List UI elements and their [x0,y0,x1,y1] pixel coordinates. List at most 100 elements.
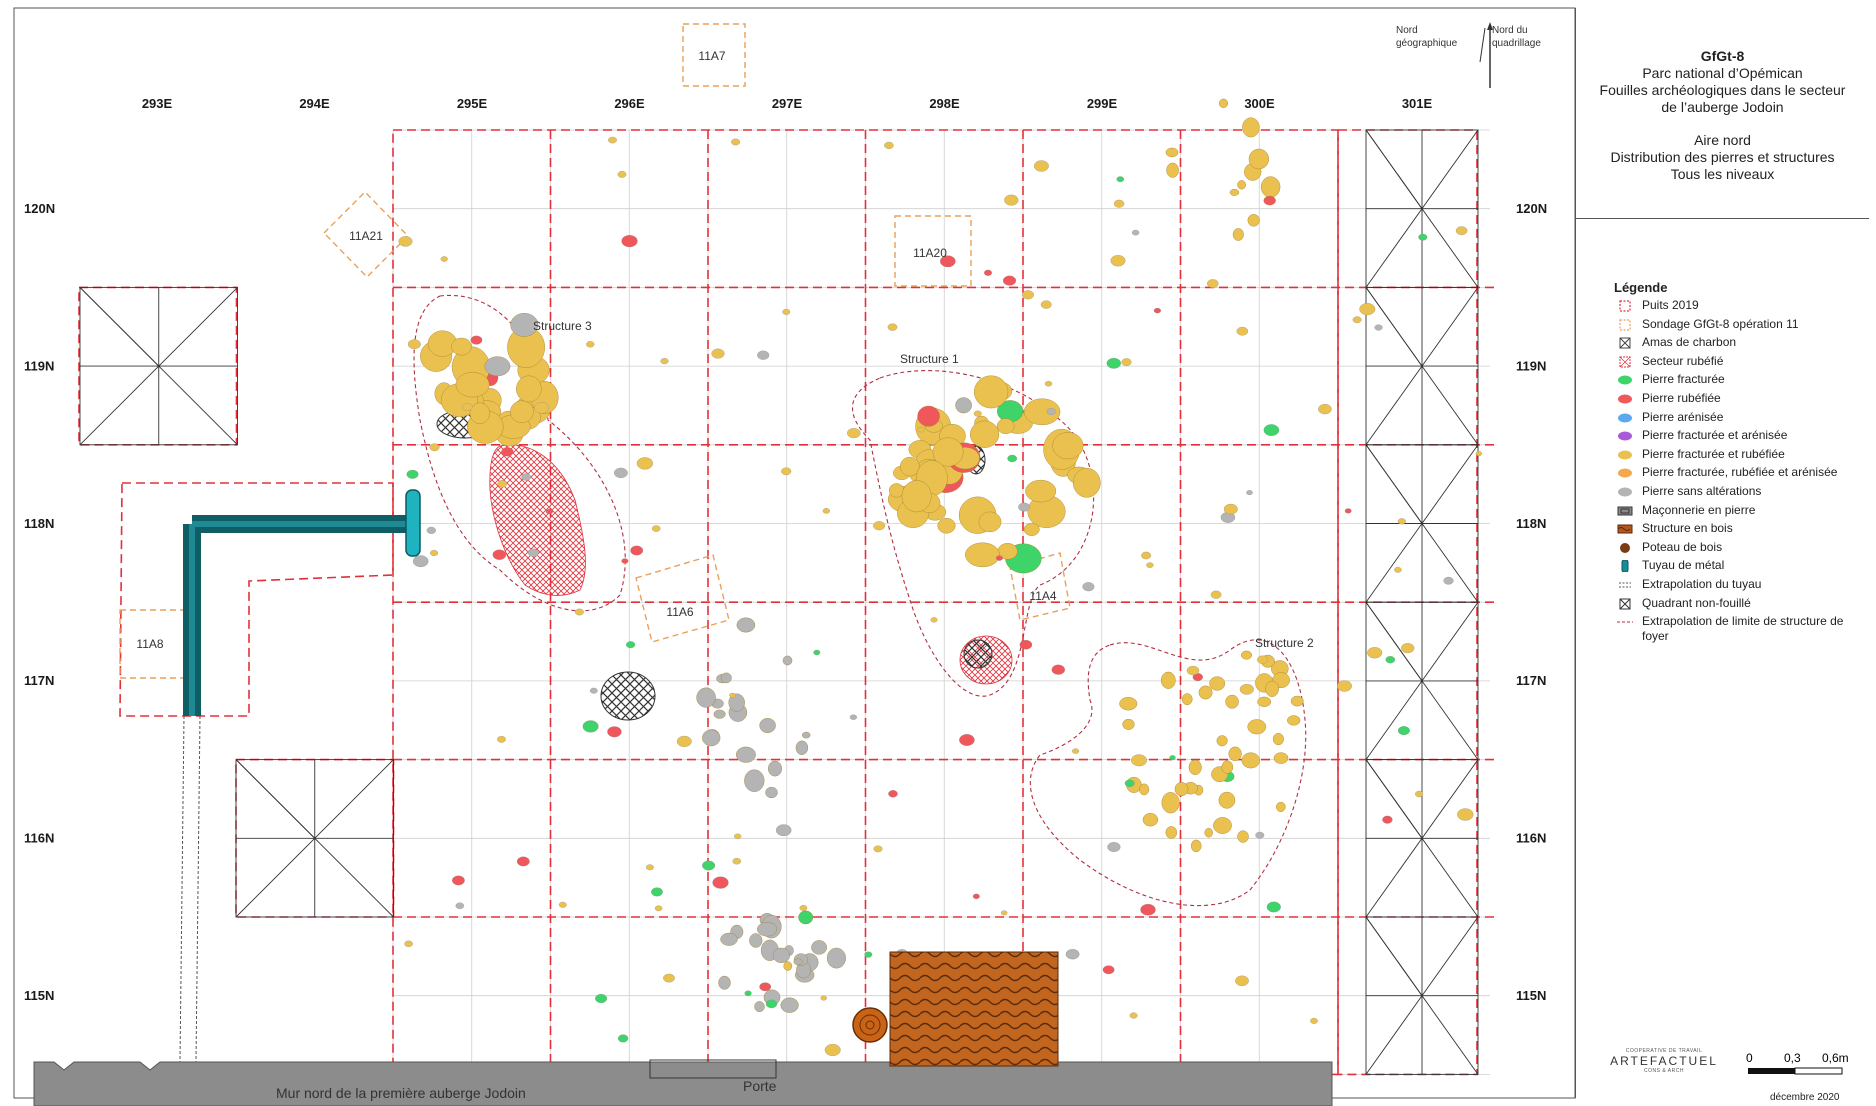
stone [757,350,770,360]
stone [932,437,964,467]
stone [1352,316,1362,324]
stone [959,734,975,746]
legend-item-label: Pierre fracturée et arénisée [1642,428,1788,443]
stone [1052,432,1084,460]
logo-top-text: COOPERATIVE DE TRAVAIL [1625,1048,1703,1054]
stone [749,933,763,948]
east-axis-label: 296E [614,96,645,111]
legend-item: Amas de charbon [1614,335,1864,354]
legend-item: Extrapolation du tuyau [1614,577,1864,596]
stone [1394,566,1402,573]
stone [744,769,765,792]
sondage-label: 11A7 [698,49,725,63]
stone [614,467,628,479]
scale-label-2: 0,6m [1822,1051,1849,1065]
stone [1019,639,1033,650]
stone [1401,643,1415,654]
stone [795,740,809,755]
stone [1113,199,1125,208]
stone [1124,779,1135,788]
stone [1198,685,1213,700]
yellow-stone-icon [1614,447,1636,463]
map-subject: Distribution des pierres et structures [1610,149,1835,165]
legend-item-label: Pierre fracturée [1642,372,1725,387]
stone [1229,188,1240,196]
stone [1359,303,1376,316]
stone [469,402,490,424]
stone [969,420,1000,448]
stone [1247,214,1260,227]
stone [1186,665,1200,676]
svg-text:Nord du quadrillage: Nord du quadrillage [1492,25,1541,49]
metal-pipe-icon [1614,558,1636,574]
stone [1242,117,1260,138]
stone [847,428,861,439]
green-stone-icon [1614,372,1636,388]
stone [1374,324,1383,331]
stone [1455,226,1468,236]
stone [527,548,539,557]
stone [1266,901,1281,913]
stone [900,456,920,477]
orange-stone-icon [1614,465,1636,481]
stone [1228,746,1242,761]
stone [1248,148,1269,170]
stone [1046,408,1056,415]
stone [731,138,741,146]
legend-item: Maçonnerie en pierre [1614,503,1864,522]
stone [492,549,507,560]
stone [965,542,1000,568]
map-levels: Tous les niveaux [1670,166,1775,182]
stone [545,508,553,515]
stone [1207,279,1219,288]
stone [813,649,821,656]
sondage-label: 11A6 [666,605,693,619]
stone [917,405,940,427]
structure-label: Structure 3 [533,319,592,333]
stone [617,1034,629,1043]
metal-pipe [179,489,421,1063]
stone [765,786,778,799]
unexcavated-quadrant-icon [1614,596,1636,612]
east-axis-label: 300E [1244,96,1275,111]
stone [1235,975,1249,987]
stone [1225,694,1239,709]
stone [1165,147,1179,158]
east-axis-label: 294E [299,96,330,111]
grey-stone-icon [1614,484,1636,500]
stone [1443,576,1454,585]
east-axis-label: 293E [142,96,173,111]
charcoal-center [600,671,656,721]
stone [521,473,532,481]
stone [873,521,886,531]
stone [713,709,726,719]
north-grid-label-2: quadrillage [1492,38,1541,49]
stone [793,958,803,966]
stone [654,905,663,912]
north-wall [33,1061,1333,1106]
stone [1072,748,1080,754]
sondage-label: 11A8 [136,637,163,651]
stone [1023,398,1061,426]
stone [617,171,627,178]
north-geo-label-2: géographique [1396,38,1458,49]
wall-label: Mur nord de la première auberge Jodoin [276,1085,526,1101]
stone [1116,176,1125,183]
stone [1165,826,1178,839]
stone [720,672,732,684]
stone [608,136,617,144]
legend-title: Légende [1614,280,1668,295]
stone [1131,229,1140,236]
stone [1265,680,1279,697]
stone [1241,752,1261,769]
sondages [119,23,1071,679]
stone [873,845,883,853]
stone [1385,656,1396,664]
stone [484,356,511,377]
legend-item: Pierre fracturée et rubéfiée [1614,447,1864,466]
stone [781,467,792,476]
stone [811,940,827,955]
stone [516,375,542,403]
stone [728,693,745,712]
